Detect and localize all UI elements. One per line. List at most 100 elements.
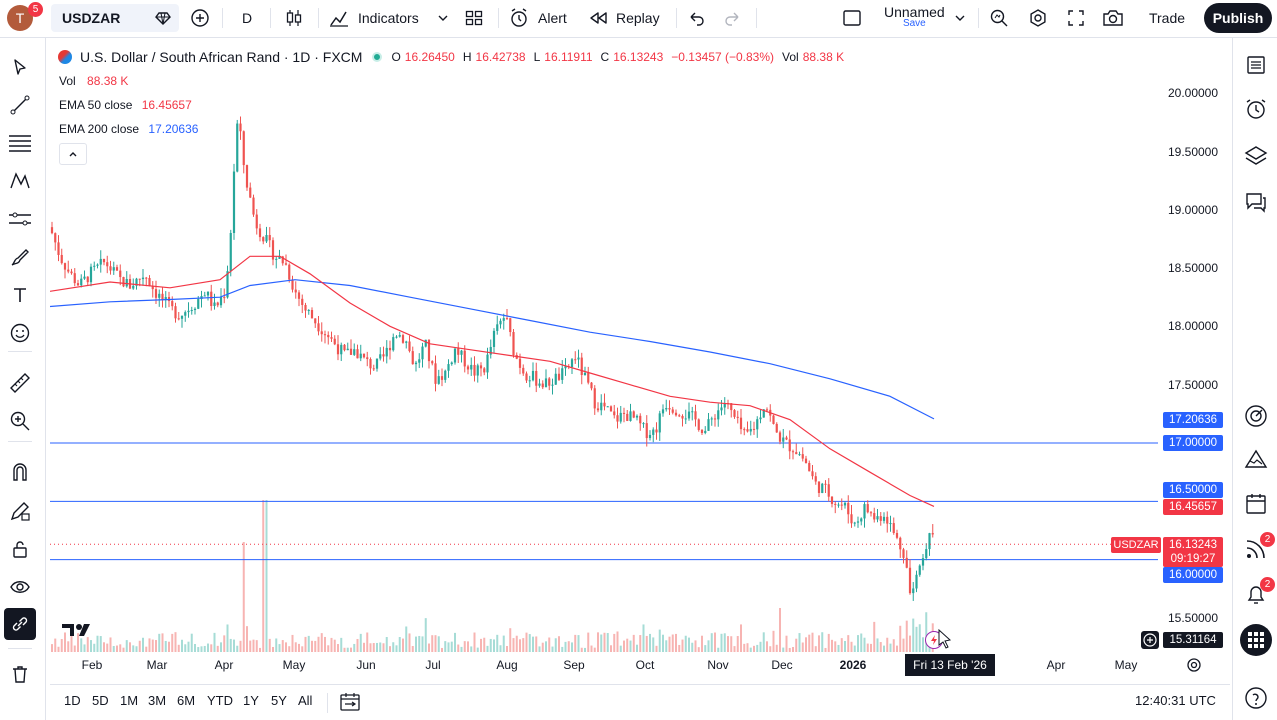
candle-body [593,388,596,409]
zoom-tool[interactable] [4,405,36,437]
apps-button[interactable] [1240,624,1272,656]
symbol-search[interactable]: USDZAR [51,4,179,32]
volume-bar [311,640,313,652]
redo-button[interactable] [719,4,747,32]
candle-body [635,415,639,418]
notifications-button[interactable] [1240,578,1272,610]
cursor-add-button[interactable] [1141,631,1159,649]
lock-drawings-tool[interactable] [4,533,36,565]
volume-bar [207,643,209,652]
gauge-icon [1245,405,1267,427]
interval-button[interactable]: D [241,10,253,26]
volume-bar [246,626,248,652]
volume-bar [463,641,466,652]
indicators-dropdown[interactable] [434,4,452,32]
price-tick: 18.00000 [1167,319,1219,333]
range-ytd[interactable]: YTD [207,693,233,708]
technicals-button[interactable] [1240,400,1272,432]
volume-bar [528,634,531,652]
symbol-legend: U.S. Dollar / South African Rand · 1D · … [58,49,844,65]
cursor-tool[interactable] [4,51,36,83]
axis-settings-button[interactable] [1186,657,1202,678]
indicators-button[interactable]: Indicators [328,4,424,32]
quick-search-button[interactable] [985,4,1013,32]
settings-button[interactable] [1024,4,1052,32]
forecast-icon [9,212,31,226]
tv-logo-icon [62,624,90,636]
volume-bar [876,638,879,652]
brush-tool[interactable] [4,241,36,273]
range-6m[interactable]: 6M [177,693,196,708]
diamond-icon[interactable] [155,10,171,26]
chart-type-button[interactable] [280,4,308,32]
object-tree-button[interactable] [1240,140,1272,172]
range-all[interactable]: All [298,693,313,708]
candle-body [174,306,177,319]
news-button[interactable] [1240,533,1272,565]
stay-drawing-tool[interactable] [4,495,36,527]
watchlist-button[interactable] [1240,49,1272,81]
layouts-button[interactable] [460,4,488,32]
volume-bar [64,632,66,652]
magnet-tool[interactable] [4,456,36,488]
volume-bar [840,638,843,652]
layout-select[interactable]: Unnamed Save [842,4,972,32]
range-1y[interactable]: 1Y [243,693,259,708]
volume-bar [385,637,388,652]
alerts-panel-button[interactable] [1240,93,1272,125]
volume-bar [132,645,135,652]
fib-tool[interactable] [4,127,36,159]
hide-drawings-tool[interactable] [4,571,36,603]
candle-body [190,310,193,312]
ema200-legend[interactable]: EMA 200 close 17.20636 [59,122,198,136]
range-5y[interactable]: 5Y [271,693,287,708]
forecast-tool[interactable] [4,203,36,235]
emoji-tool[interactable] [4,317,36,349]
symbol-title[interactable]: U.S. Dollar / South African Rand · 1D · … [80,49,363,65]
range-5d[interactable]: 5D [92,693,109,708]
pattern-tool[interactable] [4,165,36,197]
volume-bar [814,646,817,652]
alarm-clock-icon [511,8,527,27]
utc-clock[interactable]: 12:40:31 UTC [1135,693,1216,708]
text-tool[interactable] [4,279,36,311]
trendline-tool[interactable] [4,89,36,121]
publish-button[interactable]: Publish [1204,3,1272,33]
volume-bar [857,635,859,652]
compare-add-button[interactable] [186,4,214,32]
chats-button[interactable] [1240,186,1272,218]
candle-body [606,406,609,408]
range-1d[interactable]: 1D [64,693,81,708]
help-button[interactable] [1240,682,1272,714]
candle-body [460,350,463,355]
volume-bar [405,626,408,652]
trade-button[interactable]: Trade [1148,10,1186,26]
candle-body [918,565,921,575]
volume-bar [883,645,885,652]
volume-bar [353,643,356,652]
ideas-button[interactable] [1240,443,1272,475]
ema50-legend[interactable]: EMA 50 close 16.45657 [59,98,192,112]
range-1m[interactable]: 1M [120,693,139,708]
undo-button[interactable] [682,4,710,32]
candle-body [639,415,642,424]
redo-icon [725,12,739,26]
candle-body [187,310,190,313]
fullscreen-button[interactable] [1062,4,1090,32]
candle-body [314,318,317,324]
goto-date-button[interactable] [339,691,361,718]
candle-body [362,353,366,358]
candle-body [67,269,70,272]
sync-drawings-tool[interactable] [4,608,36,640]
collapse-legend-button[interactable] [59,143,87,165]
volume-legend[interactable]: Vol 88.38 K [59,74,128,88]
measure-tool[interactable] [4,367,36,399]
replay-button[interactable]: Replay [588,4,668,32]
candle-body [830,496,834,504]
calendar-button[interactable] [1240,488,1272,520]
snapshot-button[interactable] [1099,4,1127,32]
range-3m[interactable]: 3M [148,693,167,708]
alert-button[interactable]: Alert [508,4,576,32]
price-chart[interactable] [50,42,1228,682]
remove-drawings-tool[interactable] [4,658,36,690]
